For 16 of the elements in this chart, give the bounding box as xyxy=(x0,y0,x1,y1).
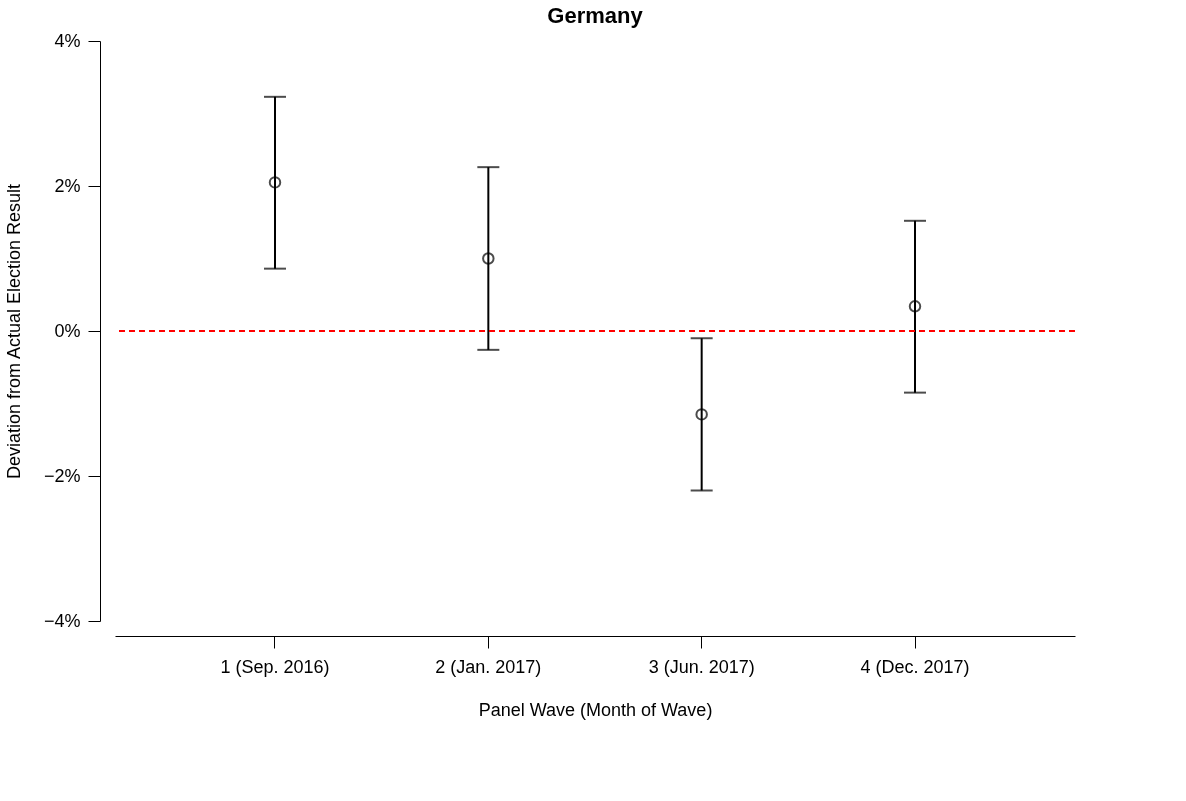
y-tick-label: −2% xyxy=(43,465,81,486)
x-tick-label: 2 (Jan. 2017) xyxy=(435,656,542,677)
point xyxy=(482,252,495,265)
point xyxy=(908,300,922,313)
x-tick-label: 4 (Dec. 2017) xyxy=(860,656,970,677)
y-tick-label: −4% xyxy=(43,610,81,631)
point xyxy=(268,176,282,189)
point xyxy=(695,408,708,421)
y-tick-label: 4% xyxy=(54,30,81,51)
y-axis-title: Deviation from Actual Election Result xyxy=(3,183,24,480)
x-tick-label: 1 (Sep. 2016) xyxy=(220,656,330,677)
chart-title: Germany xyxy=(547,3,644,28)
y-tick-label: 2% xyxy=(54,175,81,196)
x-tick-label: 3 (Jun. 2017) xyxy=(648,656,755,677)
x-axis-title: Panel Wave (Month of Wave) xyxy=(478,699,713,720)
y-tick-label: 0% xyxy=(54,320,81,341)
